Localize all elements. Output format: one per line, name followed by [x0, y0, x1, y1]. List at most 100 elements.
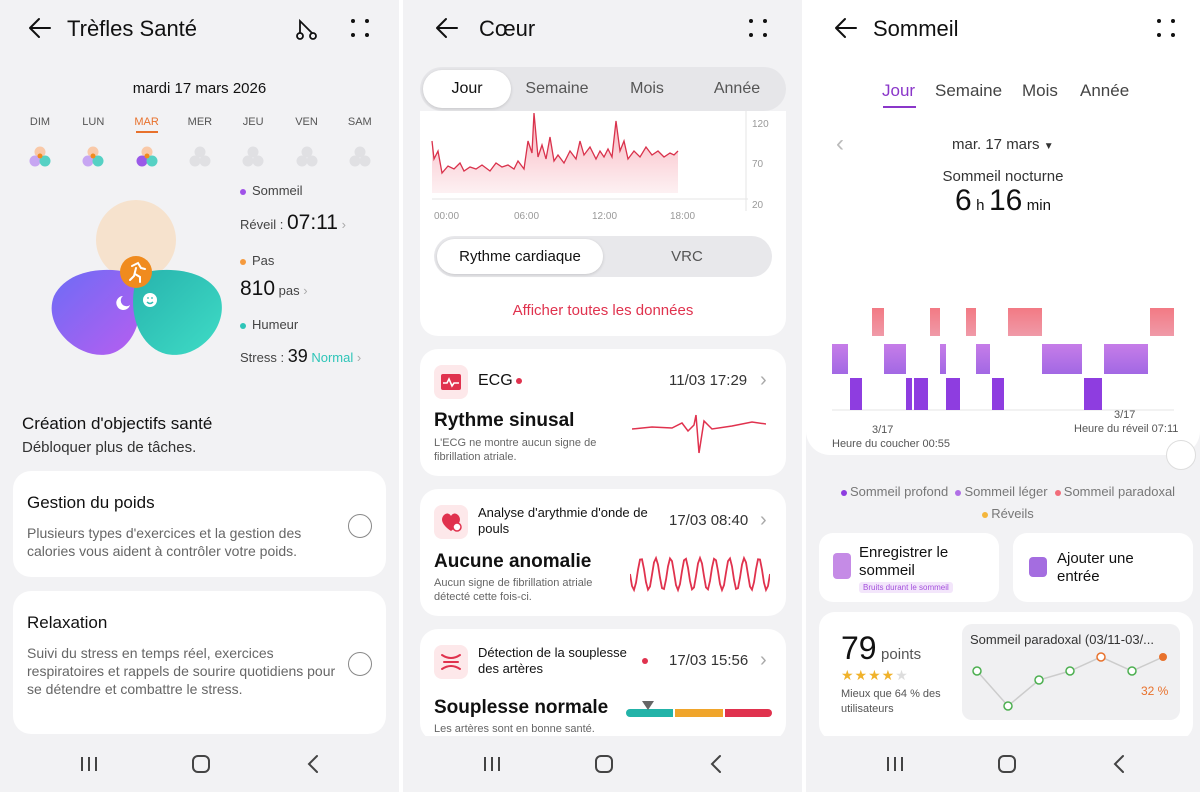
day-label-ven[interactable]: VEN — [295, 116, 318, 128]
recent-apps-icon[interactable] — [880, 750, 910, 778]
back-arrow-icon[interactable] — [26, 14, 54, 47]
page-title: Sommeil — [873, 16, 959, 41]
tab-annee[interactable]: Année — [1080, 81, 1130, 100]
tab-mois[interactable]: Mois — [630, 80, 664, 97]
mini-clover-icon[interactable] — [294, 144, 320, 170]
score-desc: Mieux que 64 % des utilisateurs — [841, 688, 941, 715]
date-selector[interactable]: mar. 17 mars ▼ — [952, 136, 1054, 153]
artery-card[interactable]: Détection de la souplesse des artères 17… — [420, 629, 786, 741]
awake-dot-icon — [982, 511, 989, 518]
goal-card-desc: Suivi du stress en temps réel, exercices… — [27, 645, 336, 697]
mood-legend-label: Humeur — [252, 317, 299, 332]
goal-card-weight[interactable]: Gestion du poids Plusieurs types d'exerc… — [13, 471, 386, 577]
score-value: 79 — [841, 630, 877, 666]
mini-clover-icon[interactable] — [347, 144, 373, 170]
scale-pointer-icon — [642, 701, 654, 710]
previous-day-icon[interactable]: ‹ — [836, 130, 844, 157]
day-label-mar[interactable]: MAR — [134, 116, 159, 128]
sleep-stage-light — [832, 344, 848, 374]
mini-clover-icon[interactable] — [187, 144, 213, 170]
stress-status: Normal — [311, 350, 354, 365]
x-tick: 06:00 — [514, 211, 539, 222]
wake-value: 07:11 — [286, 211, 338, 234]
day-label-sam[interactable]: SAM — [347, 116, 372, 128]
sleep-hypnogram[interactable] — [832, 300, 1174, 420]
back-nav-icon[interactable] — [701, 750, 731, 778]
back-nav-icon[interactable] — [298, 750, 328, 778]
y-tick: 20 — [752, 200, 764, 211]
goal-radio[interactable] — [348, 652, 372, 676]
steps-row[interactable]: 810 pas › — [240, 277, 308, 301]
add-entry-button[interactable]: Ajouter une entrée — [1013, 533, 1193, 602]
system-nav-bar — [403, 736, 802, 792]
mini-clover-icon[interactable] — [240, 144, 266, 170]
goal-radio[interactable] — [348, 514, 372, 538]
home-icon[interactable] — [186, 750, 216, 778]
day-label-dim[interactable]: DIM — [29, 116, 51, 128]
tab-jour[interactable]: Jour — [882, 81, 916, 100]
ecg-title: ECG — [478, 372, 513, 389]
home-icon[interactable] — [589, 750, 619, 778]
home-icon[interactable] — [992, 750, 1022, 778]
tab-semaine[interactable]: Semaine — [935, 81, 1003, 100]
day-label-mer[interactable]: MER — [187, 116, 213, 128]
more-icon[interactable] — [348, 16, 372, 45]
goal-card-relaxation[interactable]: Relaxation Suivi du stress en temps réel… — [13, 591, 386, 734]
tab-annee[interactable]: Année — [713, 80, 761, 97]
steps-leaf[interactable] — [96, 200, 176, 280]
back-arrow-icon[interactable] — [832, 14, 860, 47]
tab-semaine[interactable]: Semaine — [525, 80, 589, 97]
sleep-score-card[interactable]: 79 points ★★★★★ Mieux que 64 % des utili… — [819, 612, 1193, 740]
new-dot-icon — [516, 378, 522, 384]
mini-clover-icon[interactable] — [80, 144, 106, 170]
edit-note-icon — [1029, 557, 1047, 577]
show-all-data-link[interactable]: Afficher toutes les données — [512, 302, 694, 319]
rem-trend-card[interactable]: Sommeil paradoxal (03/11-03/... 32 % — [962, 624, 1180, 720]
mini-clover-icon[interactable] — [134, 144, 160, 170]
ecg-card[interactable]: ECG 11/03 17:29 › Rythme sinusal L'ECG n… — [420, 349, 786, 476]
record-sleep-button[interactable]: Enregistrer le sommeil Bruits durant le … — [819, 533, 999, 602]
sleep-stage-deep — [946, 378, 960, 410]
arrhythmia-title: Analyse d'arythmie d'onde de pouls — [478, 505, 648, 536]
active-tab-indicator — [883, 106, 916, 108]
minutes-value: 16 — [988, 184, 1023, 217]
rem-trend-chart — [972, 652, 1167, 711]
page-title: Trèfles Santé — [67, 16, 198, 41]
recent-apps-icon[interactable] — [74, 750, 104, 778]
mood-leaf[interactable] — [133, 269, 222, 355]
toggle-heart-rate[interactable]: Rythme cardiaque — [437, 239, 603, 274]
steps-dot-icon — [240, 258, 246, 265]
more-icon[interactable] — [746, 16, 770, 45]
artery-icon — [434, 645, 468, 679]
day-label-jeu[interactable]: JEU — [242, 116, 264, 128]
toggle-hrv[interactable]: VRC — [671, 248, 703, 265]
stress-row[interactable]: Stress : 39 Normal › — [240, 346, 361, 367]
period-tabs: Jour Semaine Mois Année — [420, 67, 786, 111]
share-route-icon[interactable] — [292, 15, 320, 48]
back-nav-icon[interactable] — [1104, 750, 1134, 778]
sleep-stage-light — [1042, 344, 1082, 374]
wake-date: 3/17 — [1114, 409, 1136, 421]
goals-title: Création d'objectifs santé — [22, 414, 213, 433]
ecg-date: 11/03 17:29 — [669, 372, 748, 389]
x-tick: 12:00 — [592, 211, 617, 222]
ecg-desc: L'ECG ne montre aucun signe de fibrillat… — [434, 437, 597, 463]
back-arrow-icon[interactable] — [433, 14, 461, 47]
heart-rate-chart[interactable]: 120 70 20 00:00 06:00 12:00 18:00 — [420, 111, 786, 231]
tab-jour[interactable]: Jour — [423, 70, 511, 108]
heart-rate-card: 120 70 20 00:00 06:00 12:00 18:00 Rythme… — [420, 111, 786, 336]
mini-clover-icon[interactable] — [27, 144, 53, 170]
recent-apps-icon[interactable] — [477, 750, 507, 778]
sleep-stage-rem — [1150, 308, 1174, 336]
sleep-stage-deep — [914, 378, 928, 410]
sleep-leaf[interactable] — [51, 269, 141, 355]
wake-row[interactable]: Réveil : 07:11 › — [240, 211, 346, 235]
star-rating-icon: ★★★★★ — [841, 667, 909, 683]
tab-mois[interactable]: Mois — [1022, 81, 1058, 100]
arrhythmia-card[interactable]: Analyse d'arythmie d'onde de pouls 17/03… — [420, 489, 786, 616]
week-strip: DIM LUN MAR MER JEU VEN SAM — [14, 116, 386, 176]
more-icon[interactable] — [1154, 16, 1178, 45]
health-clover[interactable] — [48, 196, 228, 361]
chart-scroll-handle[interactable] — [1166, 440, 1196, 470]
day-label-lun[interactable]: LUN — [82, 116, 105, 128]
